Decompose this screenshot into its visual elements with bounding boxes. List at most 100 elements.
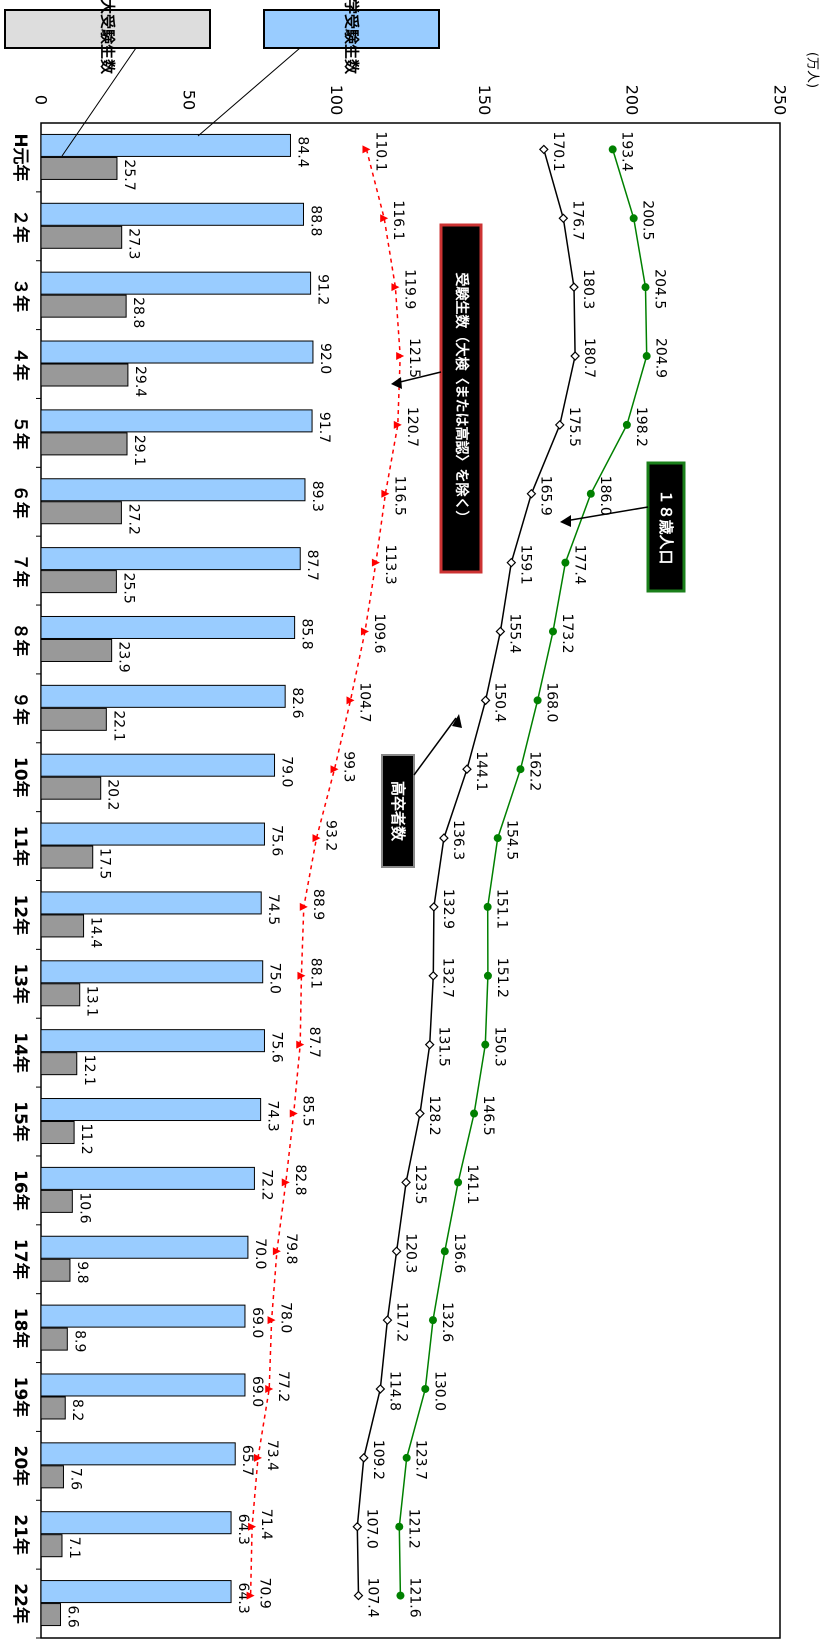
point-hs-graduates-value: 136.3 [450,820,466,860]
point-applicants-value: 113.3 [382,545,398,585]
point-applicants-value: 79.8 [283,1233,299,1264]
bar-university-value: 79.0 [279,756,295,787]
point-18-population-value: 198.2 [633,407,649,447]
point-18-population [561,558,570,567]
unit-label: (万人) [805,52,820,88]
point-18-population [483,971,492,980]
point-18-population [516,765,525,774]
category-label: 12年 [10,895,31,936]
bar-junior-college-value: 27.3 [126,228,142,259]
point-hs-graduates [352,1521,363,1532]
point-applicants-value: 104.7 [356,682,372,722]
point-18-population-value: 177.4 [571,545,587,585]
point-18-population-value: 154.5 [504,820,520,860]
point-hs-graduates-value: 109.2 [370,1440,386,1480]
point-applicants [253,1453,262,1462]
bar-junior-college-value: 13.1 [84,986,100,1017]
bar-junior-college-value: 7.1 [66,1537,82,1559]
legend-hs-graduates-arrow [413,717,457,776]
point-applicants [281,1178,290,1187]
point-18-population-value: 136.6 [451,1233,467,1273]
point-18-population-value: 141.1 [464,1164,480,1204]
bar-university-value: 75.6 [268,825,284,856]
bar-university-value: 70.0 [252,1238,268,1269]
point-hs-graduates [570,351,580,361]
category-label: ５年 [10,416,31,450]
point-18-population [440,1247,449,1256]
bar-junior-college [40,156,118,180]
bar-junior-college-value: 22.1 [110,710,126,741]
point-hs-graduates [375,1384,386,1394]
bar-junior-college-value: 9.8 [74,1261,90,1283]
bar-junior-college [40,1465,64,1489]
legend-hs-graduates-box [381,754,415,868]
point-hs-graduates [526,488,537,499]
point-applicants-value: 78.0 [278,1302,294,1333]
category-label: ６年 [10,485,31,519]
bar-junior-college-value: 27.2 [125,504,141,535]
point-18-population-value: 121.2 [405,1509,421,1549]
bar-university [40,1442,236,1466]
bar-junior-college-value: 25.5 [120,573,136,604]
point-hs-graduates-value: 150.4 [492,682,508,722]
point-applicants-value: 110.1 [372,131,388,171]
point-applicants [312,834,321,843]
category-label: ３年 [10,278,31,312]
point-18-population-value: 150.3 [491,1027,507,1067]
bar-university-value: 75.0 [267,963,283,994]
point-hs-graduates-value: 180.3 [580,269,596,309]
point-applicants [330,765,339,774]
point-18-population-value: 204.5 [652,269,668,309]
value-tick-label: 200 [623,85,642,116]
bar-university-value: 89.3 [309,481,325,512]
bar-university-value: 64.3 [235,1514,251,1545]
bar-university [40,271,312,295]
point-hs-graduates-value: 155.4 [506,613,522,653]
point-18-population-value: 130.0 [431,1371,447,1411]
point-applicants-value: 121.5 [406,338,422,378]
line-18-population [398,149,648,1596]
category-label: 21年 [10,1514,31,1555]
bar-junior-college [40,363,129,387]
bar-university [40,615,296,639]
legend-junior-college-label: 短大受験生数 [99,0,117,75]
point-18-population [481,1040,490,1049]
value-tick-label: 100 [327,85,346,116]
point-applicants-value: 93.2 [322,820,338,851]
value-tick-label: 250 [771,85,790,116]
bar-junior-college-value: 14.4 [88,917,104,948]
category-label: 14年 [10,1032,31,1073]
bar-university-value: 85.8 [299,618,315,649]
bar-university-value: 72.2 [258,1169,274,1200]
point-applicants-value: 82.8 [292,1164,308,1195]
bar-university [40,684,286,708]
point-18-population-value: 204.9 [653,338,669,378]
point-hs-graduates-value: 132.7 [439,958,455,998]
point-hs-graduates-value: 144.1 [473,751,489,791]
point-hs-graduates-value: 128.2 [426,1096,442,1136]
point-applicants-value: 71.4 [258,1509,274,1540]
legend-18-population-box [646,461,686,593]
bar-university [40,1166,255,1190]
point-hs-graduates-value: 114.8 [386,1371,402,1411]
category-label: H元年 [10,133,31,181]
point-hs-graduates-value: 176.7 [569,200,585,240]
bar-university-value: 92.0 [317,343,333,374]
point-hs-graduates [429,902,439,912]
bar-junior-college [40,1603,62,1627]
bar-university-value: 88.8 [307,205,323,236]
bar-junior-college-value: 6.6 [65,1606,81,1628]
point-18-population [454,1178,463,1187]
point-18-population-value: 193.4 [619,131,635,171]
bar-junior-college [40,1189,73,1213]
category-label: 17年 [10,1239,31,1280]
point-18-population [428,1316,437,1325]
point-18-population [396,1591,405,1600]
point-hs-graduates [569,282,579,293]
point-18-population-value: 200.5 [640,200,656,240]
bar-university-value: 74.3 [265,1101,281,1132]
bar-university [40,960,264,984]
point-applicants [346,696,355,705]
